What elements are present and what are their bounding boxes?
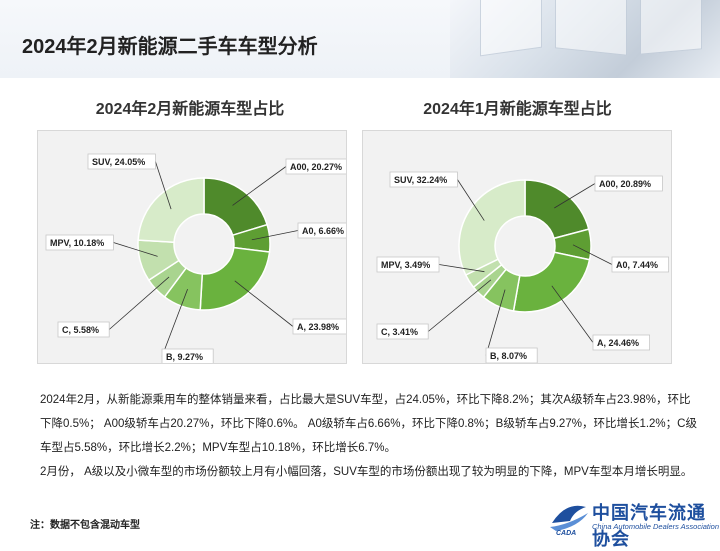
leader-line-c — [427, 279, 492, 332]
data-label-a0: A0, 7.44% — [616, 260, 658, 270]
data-label-a00: A00, 20.89% — [599, 179, 651, 189]
data-label-c: C, 5.58% — [62, 325, 99, 335]
donut-slice-a00 — [203, 177, 269, 237]
data-label-b: B, 8.07% — [490, 351, 527, 361]
leader-line-b — [161, 288, 188, 357]
data-label-c: C, 3.41% — [381, 327, 418, 337]
data-label-box-suv — [87, 153, 156, 170]
data-label-b: B, 9.27% — [166, 352, 203, 362]
data-label-a: A, 24.46% — [597, 338, 639, 348]
data-label-box-mpv — [376, 256, 440, 273]
data-label-mpv: MPV, 3.49% — [381, 260, 430, 270]
data-label-box-c — [376, 323, 429, 340]
leader-line-a — [551, 285, 594, 343]
leader-line-suv — [457, 179, 485, 221]
description: 2024年2月，从新能源乘用车的整体销量来看，占比最大是SUV车型，占24.05… — [40, 388, 700, 484]
leader-line-c — [108, 276, 170, 330]
cada-logo-mark: CADA — [550, 505, 588, 537]
logo-mark-text: CADA — [556, 530, 576, 537]
leader-line-a00 — [232, 166, 287, 206]
donut-slice-a — [512, 251, 591, 313]
donut-chart-jan: A00, 20.89% A0, 7.44% A, 24.46% B, 8.07% C, … — [376, 171, 669, 364]
data-label-a0: A0, 6.66% — [302, 226, 344, 236]
logo-text-en: China Automobile Dealers Association — [592, 522, 720, 531]
data-label-box-a0 — [611, 256, 669, 273]
leader-line-a00 — [554, 183, 596, 209]
chart-title-feb: 2024年2月新能源车型占比 — [95, 101, 285, 118]
donut-slice-suv — [458, 179, 526, 277]
description-paragraph-2: 2月份， A级以及小微车型的市场份额较上月有小幅回落，SUV车型的市场份额出现了… — [40, 466, 693, 478]
header-decoration — [450, 0, 720, 78]
donut-slice-suv — [137, 177, 205, 244]
chart-panel-feb: A00, 20.27% A0, 6.66% A, 23.98% B, 9.27% C, … — [37, 130, 355, 365]
data-label-suv: SUV, 32.24% — [394, 175, 447, 185]
chart-title-jan: 2024年1月新能源车型占比 — [423, 101, 612, 118]
donut-chart-feb: A00, 20.27% A0, 6.66% A, 23.98% B, 9.27% C, … — [45, 153, 355, 365]
data-label-mpv: MPV, 10.18% — [50, 238, 104, 248]
chart-panel-jan: A00, 20.89% A0, 7.44% A, 24.46% B, 8.07% C, … — [362, 130, 672, 364]
donut-slice-a00 — [524, 179, 590, 240]
leader-line-mpv — [113, 242, 158, 257]
footnote: 注：数据不包含混动车型 — [30, 520, 140, 531]
data-label-a: A, 23.98% — [297, 322, 339, 332]
data-label-box-c — [57, 321, 110, 338]
data-label-box-a00 — [594, 175, 663, 192]
cada-logo: CADA 中国汽车流通协会 China Automobile Dealers A… — [548, 497, 720, 550]
leader-line-b — [485, 289, 506, 356]
data-label-box-suv — [389, 171, 458, 188]
leader-line-a — [234, 280, 294, 327]
leader-line-a0 — [572, 244, 613, 265]
leader-line-a0 — [251, 230, 299, 241]
description-paragraph-1: 2024年2月，从新能源乘用车的整体销量来看，占比最大是SUV车型，占24.05… — [40, 394, 697, 454]
leader-line-suv — [155, 161, 172, 210]
page-title: 2024年2月新能源二手车车型分析 — [22, 36, 318, 58]
data-label-a00: A00, 20.27% — [290, 162, 342, 172]
leader-line-mpv — [438, 264, 485, 273]
data-label-box-mpv — [45, 234, 114, 251]
data-label-box-a — [592, 334, 650, 351]
donut-slice-a — [199, 246, 271, 311]
data-label-suv: SUV, 24.05% — [92, 157, 145, 167]
